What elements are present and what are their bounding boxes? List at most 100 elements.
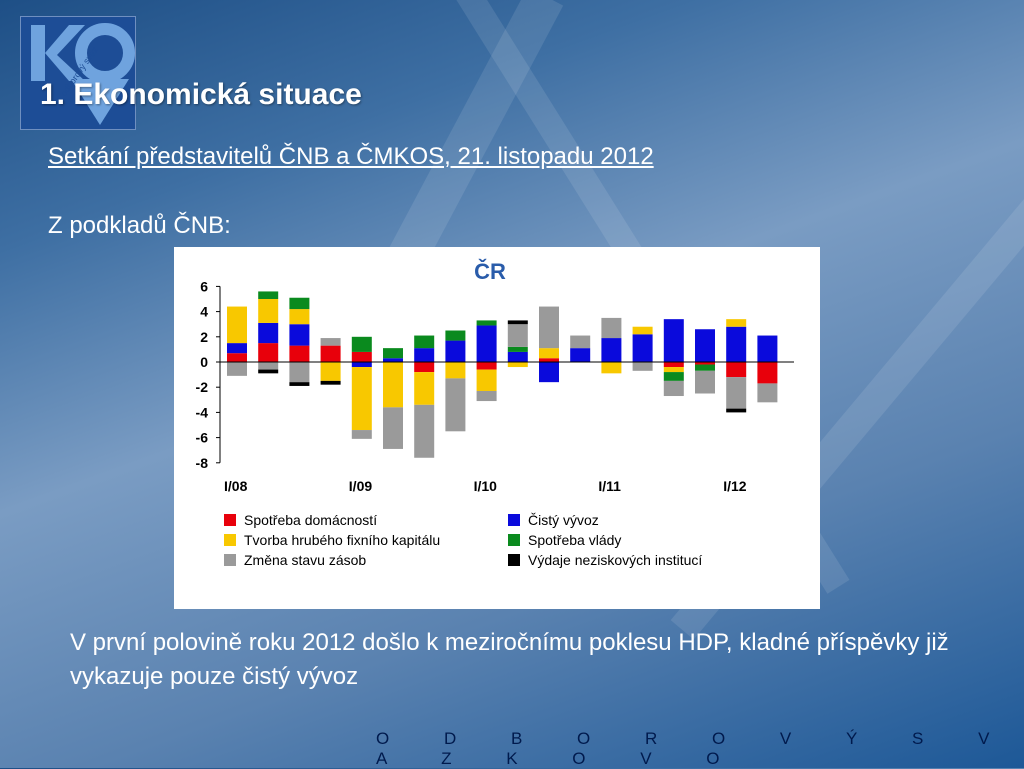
bar-segment xyxy=(414,362,435,373)
bar-segment xyxy=(289,324,310,346)
bar-segment xyxy=(632,334,653,362)
bar-segment xyxy=(414,335,435,349)
legend-swatch xyxy=(508,554,520,566)
bar-segment xyxy=(289,362,310,383)
y-tick-label: 2 xyxy=(200,329,208,345)
bar-segment xyxy=(445,340,466,362)
bar-segment xyxy=(258,291,279,299)
bar-segment xyxy=(507,320,528,325)
y-tick-label: -2 xyxy=(196,379,209,395)
bar-segment xyxy=(539,358,559,362)
bar-segment xyxy=(570,348,591,362)
bar-segment xyxy=(258,343,279,362)
bar-segment xyxy=(601,362,622,374)
x-tick-label: I/09 xyxy=(349,478,373,494)
bar-segment xyxy=(476,390,497,402)
x-tick-label: I/08 xyxy=(224,478,248,494)
bar-segment xyxy=(258,362,279,370)
bar-segment xyxy=(383,358,403,362)
bar-segment xyxy=(258,322,279,344)
bar-segment xyxy=(445,378,466,432)
bar-segment xyxy=(320,345,341,362)
bar-segment xyxy=(539,348,559,359)
bar-segment xyxy=(227,343,247,354)
bar-segment xyxy=(632,326,653,335)
legend-label: Čistý vývoz xyxy=(528,512,599,528)
bar-segment xyxy=(289,309,310,325)
bar-segment xyxy=(695,370,715,394)
summary-text: V první polovině roku 2012 došlo k mezir… xyxy=(70,629,949,690)
bar-segment xyxy=(695,329,715,362)
bar-segment xyxy=(227,353,247,362)
y-tick-label: -6 xyxy=(196,430,209,446)
y-tick-label: 4 xyxy=(200,304,208,320)
x-tick-label: I/12 xyxy=(723,478,747,494)
bar-segment xyxy=(476,362,497,370)
bar-segment xyxy=(726,408,747,413)
bar-segment xyxy=(507,324,528,347)
bar-segment xyxy=(632,362,653,371)
bar-segment xyxy=(289,297,310,310)
bar-segment xyxy=(351,430,372,439)
bar-segment xyxy=(351,362,372,368)
bar-segment xyxy=(539,306,559,349)
bar-segment xyxy=(726,326,747,362)
legend-swatch xyxy=(508,534,520,546)
bar-segment xyxy=(726,362,747,378)
x-tick-label: I/10 xyxy=(474,478,498,494)
bar-segment xyxy=(383,362,403,408)
bar-segment xyxy=(351,351,372,362)
bar-segment xyxy=(227,306,247,344)
legend-label: Tvorba hrubého fixního kapitálu xyxy=(244,532,440,548)
y-tick-label: 6 xyxy=(200,278,208,294)
y-tick-label: -8 xyxy=(196,455,209,471)
bar-segment xyxy=(320,338,341,346)
bar-segment xyxy=(695,364,715,371)
bar-segment xyxy=(757,362,778,384)
bar-segment xyxy=(663,362,684,368)
bar-segment xyxy=(320,380,341,385)
legend-label: Výdaje neziskových institucí xyxy=(528,552,702,568)
bar-segment xyxy=(663,372,684,381)
bar-segment xyxy=(757,383,778,403)
slide-subtitle-link[interactable]: Setkání představitelů ČNB a ČMKOS, 21. l… xyxy=(48,143,654,170)
bar-segment xyxy=(351,367,372,431)
bar-segment xyxy=(445,330,466,341)
intro-text: Z podkladů ČNB: xyxy=(48,212,231,239)
bar-segment xyxy=(726,377,747,409)
bar-segment xyxy=(663,367,684,373)
gdp-contribution-chart: ČR 6 4 2 0 -2 -4 -6 -8 I/08 I/09 I/10 I/11 I/12 Spot… xyxy=(174,247,820,609)
bar-segment xyxy=(663,380,684,397)
x-tick-label: I/11 xyxy=(598,478,621,494)
bar-segment xyxy=(414,348,435,362)
kovo-logo: odborový svaz xyxy=(20,16,136,130)
y-tick-label: -4 xyxy=(196,404,209,420)
legend-swatch xyxy=(224,534,236,546)
slide-title: 1. Ekonomická situace xyxy=(40,78,362,111)
bar-segment xyxy=(507,351,528,362)
bar-segment xyxy=(476,320,497,326)
bar-segment xyxy=(445,362,466,379)
bar-segment xyxy=(601,338,622,362)
bar-segment xyxy=(539,362,559,383)
legend-swatch xyxy=(224,514,236,526)
bar-segment xyxy=(227,362,247,376)
bar-segment xyxy=(289,382,310,386)
bar-segment xyxy=(383,348,403,359)
bar-segment xyxy=(414,372,435,405)
footer-text: O D B O R O V Ý S V A Z K O V O xyxy=(376,729,1008,768)
bar-segment xyxy=(414,404,435,458)
bar-segment xyxy=(476,325,497,362)
bar-segment xyxy=(507,362,528,368)
bar-segment xyxy=(507,346,528,352)
bar-segment xyxy=(351,336,372,352)
bar-segment xyxy=(258,299,279,323)
bar-segment xyxy=(726,319,747,327)
legend-label: Změna stavu zásob xyxy=(244,552,366,568)
bar-segment xyxy=(320,362,341,381)
legend-swatch xyxy=(508,514,520,526)
bar-segment xyxy=(570,335,591,349)
chart-svg: ČR 6 4 2 0 -2 -4 -6 -8 I/08 I/09 I/10 I/11 I/12 Spot… xyxy=(196,259,794,568)
bar-segment xyxy=(601,317,622,339)
bar-segment xyxy=(663,319,684,362)
